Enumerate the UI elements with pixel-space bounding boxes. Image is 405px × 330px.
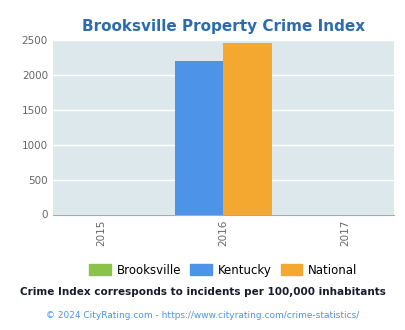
- Text: © 2024 CityRating.com - https://www.cityrating.com/crime-statistics/: © 2024 CityRating.com - https://www.city…: [46, 311, 359, 320]
- Legend: Brooksville, Kentucky, National: Brooksville, Kentucky, National: [84, 259, 361, 281]
- Text: Crime Index corresponds to incidents per 100,000 inhabitants: Crime Index corresponds to incidents per…: [20, 287, 385, 297]
- Bar: [223, 43, 271, 214]
- Bar: [174, 61, 223, 214]
- Title: Brooksville Property Crime Index: Brooksville Property Crime Index: [81, 19, 364, 34]
